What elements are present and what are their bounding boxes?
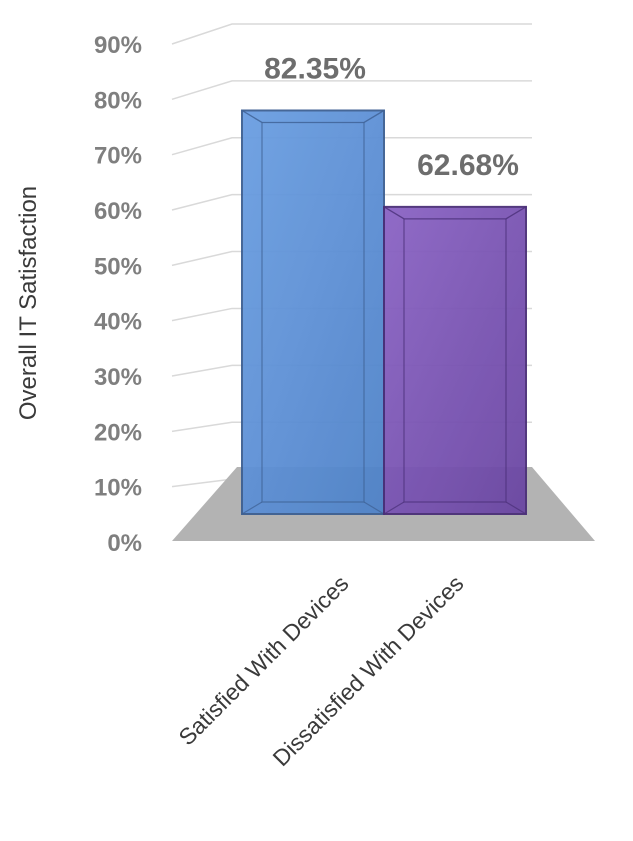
bar-edge — [383, 501, 405, 515]
bar-edge — [261, 122, 365, 503]
y-tick-label: 10% — [94, 475, 142, 502]
y-axis-title: Overall IT Satisfaction — [15, 186, 42, 420]
data-labels: 82.35% 62.68% — [264, 52, 519, 181]
gridline — [171, 23, 532, 45]
gridline — [171, 193, 532, 211]
bar-edge — [505, 501, 527, 515]
y-tick-label: 80% — [94, 87, 142, 114]
y-tick-label: 60% — [94, 198, 142, 225]
y-tick-label: 70% — [94, 143, 142, 170]
x-category-label: Dissatisfied With Devices — [268, 570, 469, 771]
bar-edge — [383, 206, 527, 220]
bars — [241, 109, 527, 516]
y-tick-label: 0% — [107, 530, 142, 557]
y-tick-label: 40% — [94, 309, 142, 336]
y-tick-label: 50% — [94, 253, 142, 280]
bar — [241, 109, 385, 516]
y-tick-label: 20% — [94, 419, 142, 446]
gridlines — [171, 23, 532, 488]
bar-edge — [403, 218, 507, 503]
data-label: 82.35% — [264, 52, 366, 85]
bar-edge — [241, 109, 385, 124]
gridline — [171, 137, 532, 156]
y-axis-ticks: 0% 10% 20% 30% 40% 50% 60% 70% 80% 90% — [94, 32, 142, 557]
bar — [383, 205, 527, 515]
data-label: 62.68% — [417, 149, 519, 182]
bar-body — [383, 205, 527, 515]
bar-body — [241, 109, 385, 516]
y-tick-label: 90% — [94, 32, 142, 59]
bar-edge — [241, 501, 263, 515]
y-tick-label: 30% — [94, 364, 142, 391]
bar-edge — [363, 501, 385, 515]
gridline — [171, 80, 532, 101]
